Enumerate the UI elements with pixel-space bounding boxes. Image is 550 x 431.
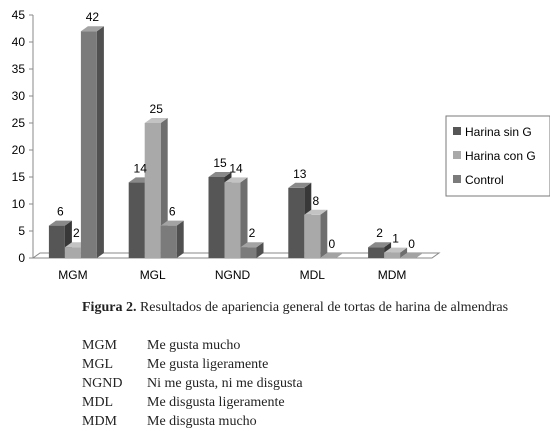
x-category-label: NGND bbox=[215, 268, 251, 282]
chart-bars bbox=[48, 26, 424, 259]
abbreviation-list: MGM Me gusta mucho MGL Me gusta ligeramente… bbox=[82, 336, 303, 431]
bar bbox=[288, 187, 305, 258]
y-tick-label: 15 bbox=[12, 170, 26, 184]
data-label: 13 bbox=[293, 167, 307, 181]
bar-side bbox=[400, 247, 408, 258]
abbreviation-row: MGL Me gusta ligeramente bbox=[82, 355, 303, 374]
chart-legend: Harina sin G Harina con G Control bbox=[445, 115, 550, 197]
abbreviation-meaning: Me gusta ligeramente bbox=[147, 357, 269, 372]
y-tick-label: 20 bbox=[12, 143, 26, 157]
data-label: 2 bbox=[249, 226, 256, 240]
data-label: 2 bbox=[73, 226, 80, 240]
legend-entry: Harina sin G bbox=[465, 125, 532, 139]
bar-side bbox=[96, 26, 104, 259]
y-tick-label: 5 bbox=[18, 224, 25, 238]
y-tick-label: 10 bbox=[12, 197, 26, 211]
y-tick-label: 0 bbox=[18, 251, 25, 265]
data-label: 8 bbox=[312, 194, 319, 208]
bar bbox=[384, 252, 401, 258]
bar-top bbox=[144, 118, 168, 123]
bar-top bbox=[384, 247, 408, 253]
data-label: 0 bbox=[408, 237, 415, 251]
data-label: 42 bbox=[86, 10, 100, 24]
y-tick-label: 30 bbox=[12, 89, 26, 103]
abbreviation-code: NGND bbox=[82, 376, 123, 391]
data-label: 6 bbox=[169, 205, 176, 219]
bar-top bbox=[160, 220, 184, 226]
y-tick-label: 40 bbox=[12, 35, 26, 49]
legend-swatch bbox=[453, 151, 461, 159]
bar-top bbox=[80, 26, 104, 32]
abbreviation-code: MDL bbox=[82, 395, 114, 410]
data-label: 2 bbox=[376, 226, 383, 240]
bar bbox=[144, 123, 161, 258]
abbreviation-row: NGND Ni me gusta, ni me disgusta bbox=[82, 374, 303, 393]
bar-side bbox=[320, 209, 328, 258]
bar bbox=[240, 247, 257, 258]
abbreviation-code: MGL bbox=[82, 357, 114, 372]
abbreviation-row: MGM Me gusta mucho bbox=[82, 336, 303, 355]
figure-caption-text: Resultados de apariencia general de tort… bbox=[139, 300, 509, 315]
abbreviation-meaning: Me disgusta ligeramente bbox=[147, 395, 285, 410]
bar-top bbox=[240, 242, 264, 248]
data-label: 25 bbox=[150, 102, 164, 116]
abbreviation-row: MDL Me disgusta ligeramente bbox=[82, 393, 303, 412]
bar bbox=[208, 177, 225, 258]
data-label: 0 bbox=[328, 237, 335, 251]
x-category-label: MDM bbox=[378, 268, 407, 282]
bar-top bbox=[304, 209, 328, 215]
data-label: 15 bbox=[213, 156, 227, 170]
bar-side bbox=[240, 177, 248, 258]
bar-side bbox=[176, 220, 184, 258]
legend-swatch bbox=[453, 127, 461, 135]
abbreviation-meaning: Me disgusta mucho bbox=[147, 414, 257, 429]
data-label: 1 bbox=[392, 232, 399, 246]
bar-top bbox=[224, 177, 248, 183]
legend-entry: Control bbox=[465, 173, 504, 187]
bar-top bbox=[288, 182, 312, 188]
y-tick-label: 45 bbox=[12, 8, 26, 22]
bar bbox=[48, 225, 65, 258]
abbreviation-code: MDM bbox=[82, 414, 118, 429]
data-label: 6 bbox=[57, 205, 64, 219]
bar bbox=[368, 247, 385, 258]
abbreviation-meaning: Ni me gusta, ni me disgusta bbox=[147, 376, 303, 391]
bar-top bbox=[48, 220, 72, 226]
bar bbox=[80, 31, 97, 259]
figure-label: Figura 2. bbox=[82, 300, 137, 315]
bar-side bbox=[256, 242, 264, 258]
data-label: 14 bbox=[134, 161, 148, 175]
legend-entry: Harina con G bbox=[465, 149, 536, 163]
y-tick-label: 35 bbox=[12, 62, 26, 76]
x-category-label: MDL bbox=[300, 268, 326, 282]
bar bbox=[304, 214, 321, 258]
bar-top bbox=[320, 253, 344, 258]
legend-swatch bbox=[453, 175, 461, 183]
data-label: 14 bbox=[229, 161, 243, 175]
abbreviation-code: MGM bbox=[82, 338, 118, 353]
bar-top bbox=[400, 253, 424, 258]
y-tick-label: 25 bbox=[12, 116, 26, 130]
abbreviation-row: MDM Me disgusta mucho bbox=[82, 412, 303, 431]
bar bbox=[160, 225, 177, 258]
abbreviation-meaning: Me gusta mucho bbox=[147, 338, 241, 353]
bar bbox=[128, 182, 145, 258]
x-category-label: MGM bbox=[58, 268, 87, 282]
bar-top bbox=[368, 242, 392, 248]
figure-caption: Figura 2. Resultados de apariencia gener… bbox=[82, 298, 522, 317]
legend-box bbox=[445, 115, 550, 197]
bar-top bbox=[208, 172, 232, 177]
bar bbox=[64, 247, 81, 258]
x-category-label: MGL bbox=[140, 268, 166, 282]
bar bbox=[224, 182, 241, 258]
